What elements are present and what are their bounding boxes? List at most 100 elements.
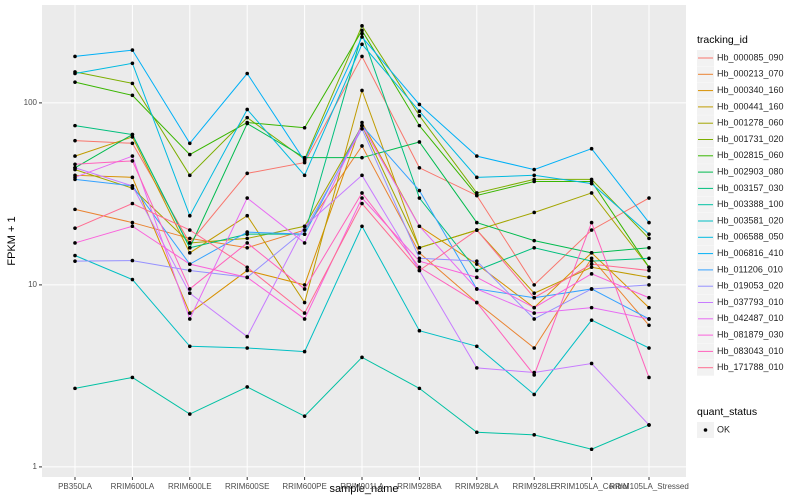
x-tick-label: PB350LA: [58, 482, 92, 491]
point: [417, 165, 422, 170]
point: [589, 256, 594, 261]
point: [475, 228, 479, 232]
point: [302, 300, 307, 305]
point: [130, 48, 135, 52]
point: [73, 165, 77, 170]
point: [475, 220, 479, 225]
point: [647, 196, 651, 200]
point: [647, 305, 651, 310]
point: [532, 317, 536, 321]
point: [532, 210, 536, 215]
point: [532, 346, 536, 350]
point: [589, 259, 594, 263]
point: [245, 245, 249, 250]
point: [360, 144, 364, 148]
legend-label: Hb_000441_160: [717, 101, 784, 111]
point: [589, 181, 594, 186]
point: [589, 262, 594, 266]
y-tick-label: 100: [24, 98, 38, 107]
point: [73, 54, 77, 59]
point: [589, 146, 594, 151]
point: [417, 251, 422, 255]
legend-label: Hb_000213_070: [717, 69, 784, 79]
point: [360, 88, 364, 93]
point: [188, 317, 192, 321]
point: [73, 259, 77, 263]
point: [130, 184, 135, 188]
x-tick-label: RRIM600SE: [225, 482, 269, 491]
point: [188, 228, 192, 232]
point: [532, 291, 536, 296]
point: [245, 196, 249, 200]
point: [360, 35, 364, 39]
point: [417, 109, 422, 114]
point: [73, 386, 77, 391]
point: [73, 71, 77, 76]
point: [475, 154, 479, 158]
point: [475, 259, 479, 263]
legend-label: Hb_006816_410: [717, 248, 784, 258]
point: [647, 245, 651, 250]
legend-label: Hb_083043_010: [717, 346, 784, 356]
point: [73, 138, 77, 143]
point: [360, 123, 364, 128]
x-tick-label: RRIM600LE: [168, 482, 212, 491]
point: [589, 265, 594, 270]
point: [532, 373, 536, 377]
point: [589, 305, 594, 310]
point: [245, 385, 249, 389]
legend-label: Hb_006588_050: [717, 232, 784, 242]
legend-point: [703, 428, 708, 432]
legend-title: tracking_id: [697, 34, 748, 46]
legend-label: Hb_019053_020: [717, 281, 784, 291]
point: [302, 125, 307, 130]
point: [302, 283, 307, 287]
point: [73, 241, 77, 245]
point: [245, 230, 249, 234]
point: [188, 141, 192, 146]
point: [532, 245, 536, 250]
point: [73, 207, 77, 212]
point: [188, 291, 192, 296]
point: [417, 123, 422, 128]
point: [73, 175, 77, 180]
x-tick-label: RRIM600PE: [282, 482, 326, 491]
point: [302, 155, 307, 160]
point: [130, 220, 135, 225]
point: [360, 191, 364, 195]
legend-label: Hb_000340_160: [717, 85, 784, 95]
point: [302, 317, 307, 321]
point: [188, 245, 192, 250]
point: [589, 318, 594, 322]
x-tick-label: RRIM928LE: [512, 482, 556, 491]
point: [532, 311, 536, 315]
legend-label: Hb_011206_010: [717, 264, 783, 274]
point: [589, 220, 594, 225]
point: [647, 295, 651, 300]
point: [360, 155, 364, 160]
point: [417, 224, 422, 229]
point: [417, 386, 422, 391]
point: [417, 256, 422, 261]
point: [589, 228, 594, 232]
point: [475, 300, 479, 305]
panel: [42, 5, 686, 477]
point: [475, 366, 479, 370]
point: [532, 305, 536, 310]
point: [475, 262, 479, 266]
point: [360, 24, 364, 28]
legend-label: Hb_000085_090: [717, 52, 784, 62]
point: [360, 173, 364, 178]
point: [589, 361, 594, 366]
point: [360, 42, 364, 47]
point: [360, 196, 364, 200]
point: [73, 226, 77, 230]
point: [417, 328, 422, 333]
point: [417, 268, 422, 273]
point: [417, 140, 422, 144]
point: [647, 323, 651, 328]
legend-label: Hb_002903_080: [717, 166, 784, 176]
point: [130, 258, 135, 263]
point: [647, 232, 651, 236]
